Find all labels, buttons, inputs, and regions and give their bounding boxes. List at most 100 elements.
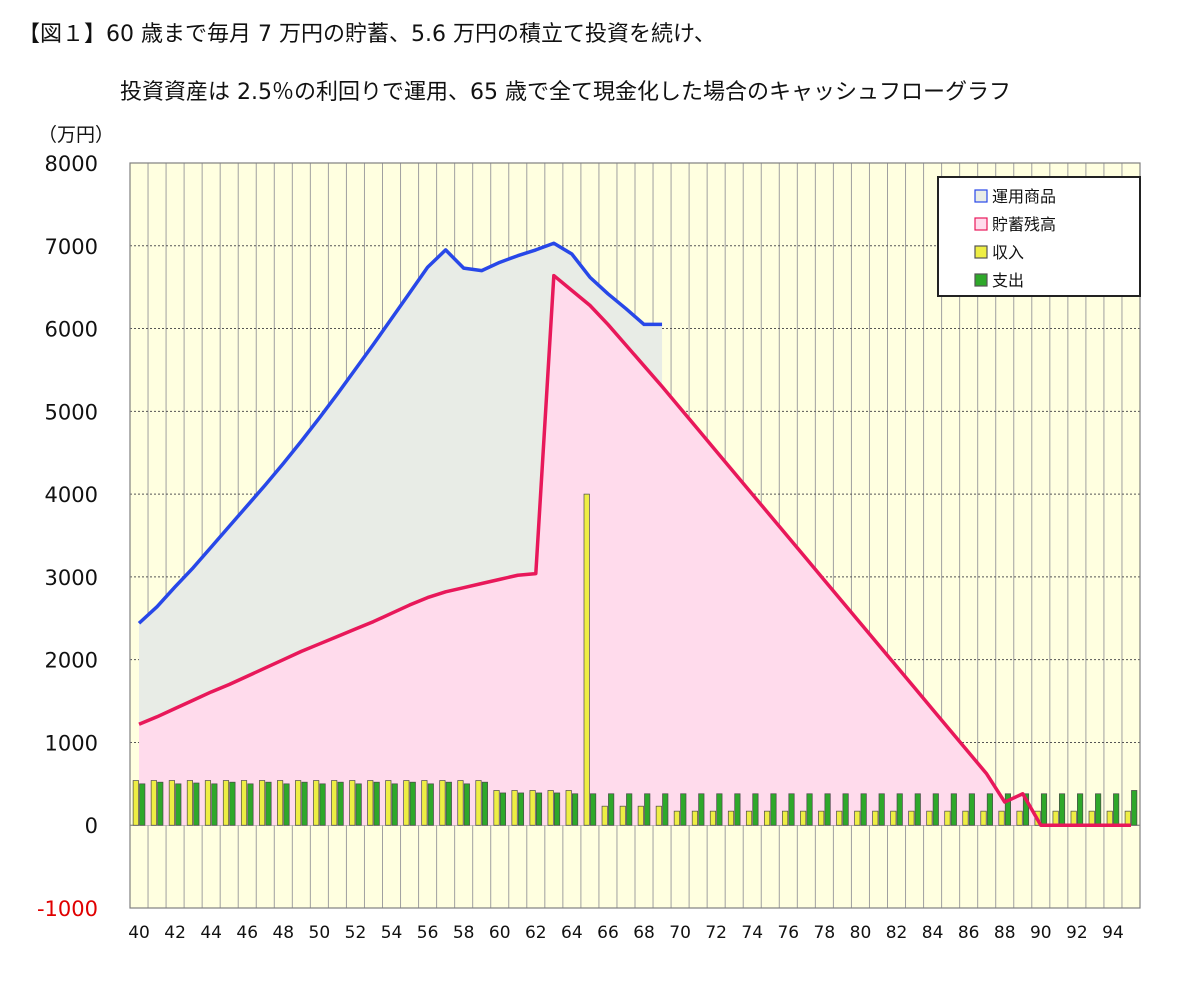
bar-収入	[313, 780, 320, 826]
bar-支出	[265, 781, 272, 826]
x-tick-label: 44	[200, 923, 222, 943]
bar-支出	[1004, 793, 1011, 826]
bar-支出	[680, 793, 687, 826]
bar-収入	[619, 805, 626, 826]
bar-支出	[608, 793, 615, 826]
x-tick-label: 42	[164, 923, 186, 943]
bar-収入	[836, 810, 843, 826]
legend-swatch-収入	[974, 245, 988, 259]
bar-収入	[926, 810, 933, 826]
bar-支出	[463, 783, 470, 826]
bar-収入	[1088, 810, 1095, 826]
bar-支出	[932, 793, 939, 826]
bar-収入	[403, 780, 410, 826]
bar-収入	[1070, 810, 1077, 826]
bar-収入	[764, 810, 771, 826]
bar-支出	[211, 783, 218, 826]
bar-支出	[842, 793, 849, 826]
bar-支出	[1040, 793, 1048, 826]
bar-収入	[872, 810, 879, 826]
y-tick-label: 4000	[45, 483, 98, 507]
bar-支出	[391, 783, 398, 826]
bar-支出	[517, 792, 525, 826]
chart-title-line-1: 【図１】60 歳まで毎月 7 万円の貯蓄、5.6 万円の積立て投資を続け、	[18, 22, 716, 47]
y-axis-tick-labels: 8000 7000 6000 5000 4000 3000 2000 1000 0 -1000	[37, 152, 98, 921]
bar-収入	[439, 780, 446, 826]
legend-box	[937, 176, 1141, 297]
bar-支出	[1022, 793, 1030, 826]
bar-収入	[908, 810, 915, 826]
bar-収入	[890, 810, 897, 826]
x-tick-label: 56	[417, 923, 439, 943]
x-tick-label: 48	[272, 923, 294, 943]
bar-収入	[349, 780, 356, 826]
area-fills	[139, 243, 1131, 826]
bar-収入	[547, 790, 554, 826]
bar-支出	[770, 793, 777, 826]
bar-支出	[409, 781, 416, 826]
x-tick-label: 78	[814, 923, 836, 943]
area-貯蓄残高	[139, 275, 1131, 826]
y-tick-label: 5000	[45, 400, 98, 424]
x-tick-label: 46	[236, 923, 258, 943]
bar-収入	[186, 780, 193, 826]
bar-支出	[788, 793, 795, 826]
legend-swatch-運用商品	[974, 189, 988, 203]
x-tick-label: 74	[741, 923, 763, 943]
bar-収入	[511, 790, 518, 826]
line-運用商品	[137, 241, 663, 625]
bar-収入	[150, 780, 157, 826]
bar-支出	[301, 781, 308, 826]
x-tick-label: 68	[633, 923, 655, 943]
series-lines	[137, 241, 1131, 827]
bar-収入	[277, 780, 284, 826]
bar-収入	[259, 780, 266, 826]
bar-支出	[914, 793, 921, 826]
x-tick-label: 70	[669, 923, 691, 943]
bar-支出	[481, 781, 488, 826]
bar-収入	[457, 780, 464, 826]
y-tick-label: -1000	[37, 897, 98, 921]
bar-収入	[727, 810, 735, 826]
bar-収入	[854, 810, 861, 826]
bar-支出	[139, 783, 146, 826]
bar-収入	[367, 780, 374, 826]
bar-支出	[1058, 793, 1066, 826]
bar-収入	[421, 780, 428, 826]
bar-収入	[691, 810, 698, 826]
bar-収入	[1106, 810, 1113, 826]
bar-支出	[373, 781, 380, 826]
bar-支出	[986, 793, 993, 826]
x-tick-label: 82	[886, 923, 908, 943]
bar-支出	[662, 793, 669, 826]
bar-収入	[944, 810, 951, 826]
bar-marks	[132, 493, 1138, 826]
bar-収入	[709, 810, 717, 826]
x-tick-label: 92	[1066, 923, 1088, 943]
x-tick-label: 66	[597, 923, 619, 943]
x-tick-label: 50	[309, 923, 331, 943]
y-tick-label: 3000	[45, 566, 98, 590]
bar-収入	[168, 780, 175, 826]
legend-label-運用商品: 運用商品	[992, 187, 1056, 206]
x-tick-label: 40	[128, 923, 150, 943]
bar-支出	[229, 781, 236, 826]
bar-支出	[445, 781, 452, 826]
bar-収入	[673, 810, 680, 826]
x-tick-label: 76	[777, 923, 799, 943]
bar-支出	[698, 793, 705, 826]
bar-収入	[331, 780, 338, 826]
bar-支出	[752, 793, 759, 826]
legend-label-貯蓄残高: 貯蓄残高	[992, 215, 1056, 234]
x-tick-label: 64	[561, 923, 583, 943]
bar-支出	[283, 783, 290, 826]
y-tick-label: 6000	[45, 318, 98, 342]
bar-収入	[998, 810, 1005, 826]
bar-収入	[583, 493, 590, 826]
bar-支出	[572, 793, 579, 826]
bar-支出	[319, 783, 326, 826]
bar-収入	[385, 780, 392, 826]
y-tick-label: 7000	[45, 235, 98, 259]
line-貯蓄残高	[138, 273, 1131, 827]
